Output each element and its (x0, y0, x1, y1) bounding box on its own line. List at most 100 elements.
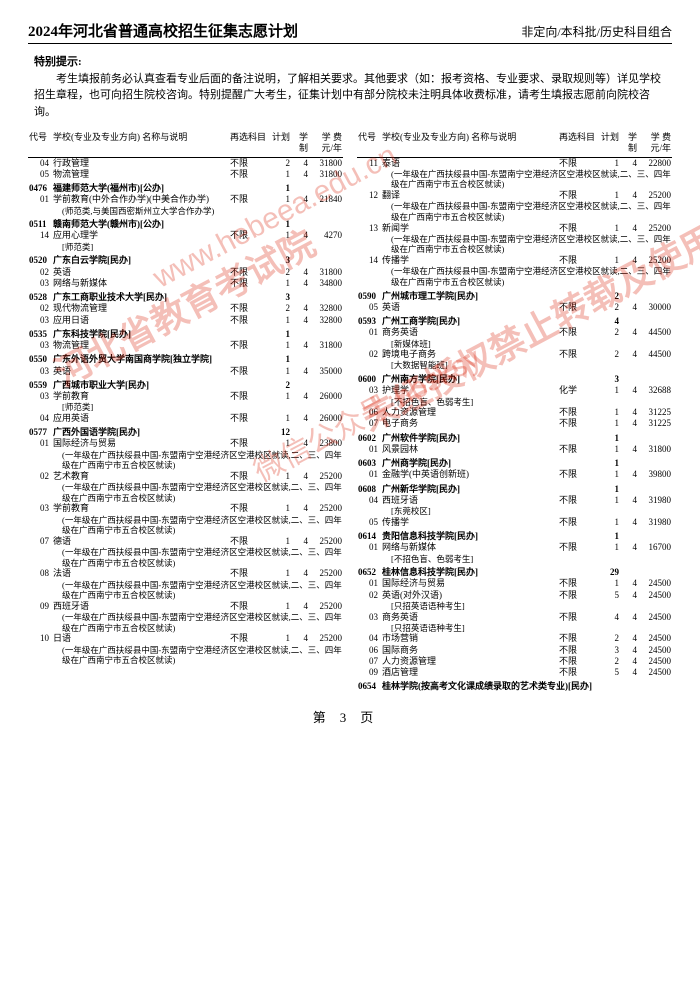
major-fee: 32800 (309, 303, 343, 314)
major-name: 英语 (381, 302, 558, 313)
major-row: 06人力资源管理不限1431225 (357, 407, 672, 418)
major-row: 03应用日语不限1432800 (28, 315, 343, 326)
left-table: 代号 学校(专业及专业方向) 名称与说明 再选科目 计划 学制 学 费 元/年 … (28, 132, 343, 666)
major-plan: 5 (600, 590, 620, 601)
school-row: 0600广州南方学院[民办]3 (357, 371, 672, 385)
major-row: 09酒店管理不限5424500 (357, 667, 672, 678)
school-plan: 1 (271, 180, 291, 194)
major-len: 4 (620, 495, 638, 506)
major-fee: 25200 (638, 255, 672, 266)
major-plan: 1 (600, 190, 620, 201)
school-row: 0577广西外国语学院[民办]12 (28, 424, 343, 438)
note-text: (一年级在广西扶绥县中国-东盟南宁空港经济区空港校区就读,二、三、四年级在广西南… (52, 580, 343, 601)
major-len: 4 (291, 315, 309, 326)
major-code: 03 (28, 391, 52, 402)
major-code: 05 (357, 517, 381, 528)
major-row: 04行政管理不限2431800 (28, 157, 343, 169)
major-len: 4 (620, 645, 638, 656)
major-subj: 不限 (229, 303, 271, 314)
major-subj: 不限 (558, 190, 600, 201)
major-subj: 不限 (558, 667, 600, 678)
major-fee: 26000 (309, 391, 343, 402)
major-code: 03 (28, 503, 52, 514)
major-code: 11 (357, 157, 381, 169)
major-code: 01 (357, 444, 381, 455)
major-len: 4 (291, 633, 309, 644)
major-name: 人力资源管理 (381, 407, 558, 418)
major-name: 学前教育 (52, 503, 229, 514)
major-fee: 31980 (638, 517, 672, 528)
school-code: 0590 (357, 288, 381, 302)
major-name: 西班牙语 (52, 601, 229, 612)
school-row: 0608广州新华学院[民办]1 (357, 481, 672, 495)
note-row: (一年级在广西扶绥县中国-东盟南宁空港经济区空港校区就读,二、三、四年级在广西南… (357, 169, 672, 190)
school-code: 0476 (28, 180, 52, 194)
major-name: 应用英语 (52, 413, 229, 424)
major-len: 4 (291, 303, 309, 314)
major-plan: 1 (271, 366, 291, 377)
major-code: 02 (28, 471, 52, 482)
note-row: (一年级在广西扶绥县中国-东盟南宁空港经济区空港校区就读,二、三、四年级在广西南… (28, 547, 343, 568)
note-row: (一年级在广西扶绥县中国-东盟南宁空港经济区空港校区就读,二、三、四年级在广西南… (357, 201, 672, 222)
major-plan: 1 (600, 407, 620, 418)
major-plan: 1 (271, 438, 291, 449)
major-name: 商务英语 (381, 327, 558, 338)
major-name: 应用心理学 (52, 230, 229, 241)
major-name: 学前教育 (52, 391, 229, 402)
major-code: 05 (357, 302, 381, 313)
right-table: 代号 学校(专业及专业方向) 名称与说明 再选科目 计划 学制 学 费 元/年 … (357, 132, 672, 693)
major-row: 03英语不限1435000 (28, 366, 343, 377)
major-row: 07电子商务不限1431225 (357, 418, 672, 429)
major-fee: 25200 (638, 190, 672, 201)
major-code: 03 (357, 385, 381, 396)
major-fee: 31800 (309, 267, 343, 278)
major-name: 应用日语 (52, 315, 229, 326)
major-row: 02英语(对外汉语)不限5424500 (357, 590, 672, 601)
note-row: [只招英语语种考生] (357, 601, 672, 612)
major-name: 日语 (52, 633, 229, 644)
major-plan: 5 (600, 667, 620, 678)
major-fee: 24500 (638, 656, 672, 667)
major-plan: 2 (271, 267, 291, 278)
major-plan: 2 (600, 633, 620, 644)
major-code: 12 (357, 190, 381, 201)
school-plan (600, 678, 620, 692)
major-row: 01网络与新媒体不限1416700 (357, 542, 672, 553)
major-plan: 2 (600, 349, 620, 360)
major-row: 03学前教育不限1425200 (28, 503, 343, 514)
major-code: 04 (357, 633, 381, 644)
major-len: 4 (620, 633, 638, 644)
notice-box: 特别提示: 考生填报前务必认真查看专业后面的备注说明，了解相关要求。其他要求（如… (28, 50, 672, 124)
major-row: 03物流管理不限1431800 (28, 340, 343, 351)
note-row: (一年级在广西扶绥县中国-东盟南宁空港经济区空港校区就读,二、三、四年级在广西南… (28, 482, 343, 503)
note-row: [大数据智能班] (357, 360, 672, 371)
major-name: 行政管理 (52, 157, 229, 169)
major-plan: 1 (600, 517, 620, 528)
major-row: 10日语不限1425200 (28, 633, 343, 644)
major-row: 01金融学(中英语创新班)不限1439800 (357, 469, 672, 480)
th-code: 代号 (28, 132, 52, 157)
major-name: 西班牙语 (381, 495, 558, 506)
note-row: [师范类] (28, 402, 343, 413)
th-len: 学制 (620, 132, 638, 157)
major-row: 02英语不限2431800 (28, 267, 343, 278)
major-code: 07 (357, 418, 381, 429)
major-plan: 2 (600, 302, 620, 313)
school-plan: 12 (271, 424, 291, 438)
major-len: 4 (291, 391, 309, 402)
note-text: [不招色盲、色弱考生] (381, 554, 672, 565)
major-len: 4 (291, 471, 309, 482)
major-row: 05英语不限2430000 (357, 302, 672, 313)
major-name: 国际商务 (381, 645, 558, 656)
th-fee: 学 费 元/年 (638, 132, 672, 157)
note-row: [东莞校区] (357, 506, 672, 517)
major-subj: 不限 (558, 517, 600, 528)
major-subj: 不限 (229, 633, 271, 644)
major-plan: 1 (600, 578, 620, 589)
major-code: 01 (28, 194, 52, 205)
school-plan: 4 (600, 313, 620, 327)
major-len: 4 (620, 656, 638, 667)
major-plan: 1 (271, 194, 291, 205)
major-subj: 不限 (229, 536, 271, 547)
major-len: 4 (620, 667, 638, 678)
